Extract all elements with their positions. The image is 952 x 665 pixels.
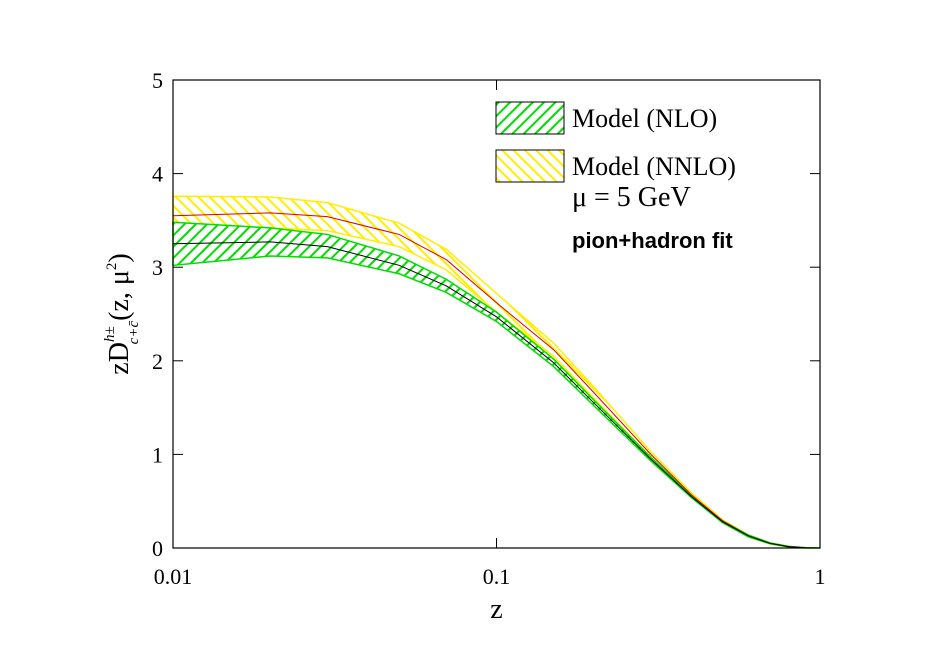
y-label-main: zD [104,342,135,375]
legend-label: Model (NLO) [572,104,717,133]
x-tick-label: 0.1 [483,564,511,589]
y-tick-label: 3 [152,255,163,280]
central-line [172,241,821,549]
y-label-args: (z, μ [104,270,135,321]
x-axis-label: z [490,594,502,625]
y-tick-label: 1 [152,442,163,467]
x-tick-label: 0.01 [154,564,193,589]
y-axis-label: zDh± c+c̄(z, μ2) [102,253,142,374]
legend-label: Model (NNLO) [572,152,736,181]
y-label-args-sup: 2 [104,263,120,271]
y-tick-label: 2 [152,349,163,374]
band [172,221,821,549]
annotation: μ = 5 GeV [572,182,691,213]
central-line [172,212,821,549]
y-label-sub: c+c̄ [126,320,142,344]
y-tick-label: 0 [152,536,163,561]
legend-swatch [495,101,565,135]
y-tick-label: 5 [152,68,163,93]
y-label-sup: h± [102,326,118,342]
y-tick-label: 4 [152,162,163,187]
legend-swatch [495,149,565,183]
x-tick-label: 1 [815,564,826,589]
annotation: pion+hadron fit [572,228,733,253]
y-label-close: ) [104,253,135,262]
